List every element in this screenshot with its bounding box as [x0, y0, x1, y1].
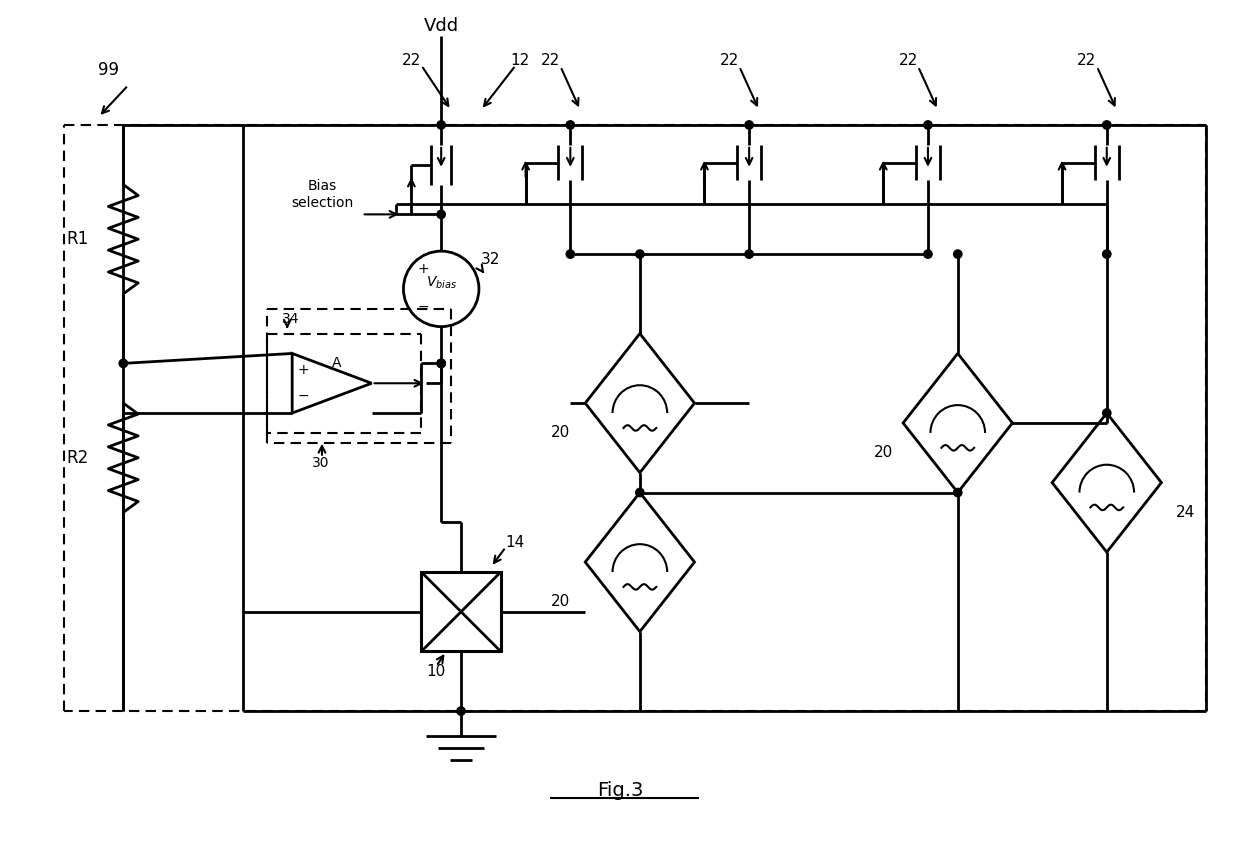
Circle shape	[636, 250, 644, 258]
Text: −: −	[298, 389, 309, 403]
Text: 22: 22	[402, 53, 422, 68]
Text: Bias
selection: Bias selection	[291, 180, 353, 210]
Circle shape	[436, 359, 445, 368]
Text: 30: 30	[312, 456, 330, 470]
Text: 22: 22	[1078, 53, 1096, 68]
Text: 99: 99	[98, 62, 119, 79]
Text: −: −	[418, 300, 429, 314]
Circle shape	[954, 488, 962, 497]
Circle shape	[954, 250, 962, 258]
Text: A: A	[332, 357, 342, 370]
Circle shape	[924, 250, 932, 258]
Circle shape	[436, 121, 445, 129]
Text: 34: 34	[283, 312, 300, 325]
Circle shape	[567, 121, 574, 129]
Text: 20: 20	[551, 594, 570, 609]
Circle shape	[567, 250, 574, 258]
Text: $V_{bias}$: $V_{bias}$	[425, 275, 456, 291]
Text: 20: 20	[551, 426, 570, 440]
Text: 10: 10	[427, 663, 446, 679]
Text: +: +	[418, 262, 429, 276]
Text: +: +	[298, 363, 309, 378]
Circle shape	[924, 121, 932, 129]
Text: 22: 22	[541, 53, 560, 68]
Circle shape	[436, 359, 445, 368]
Circle shape	[456, 707, 465, 715]
Circle shape	[745, 250, 754, 258]
Text: 32: 32	[481, 251, 500, 266]
Circle shape	[1102, 250, 1111, 258]
Circle shape	[1102, 121, 1111, 129]
Text: R1: R1	[66, 230, 88, 248]
Text: R2: R2	[66, 448, 88, 467]
Circle shape	[119, 359, 128, 368]
Text: 12: 12	[511, 53, 529, 68]
Circle shape	[436, 210, 445, 218]
Text: Vdd: Vdd	[424, 17, 459, 35]
Text: 22: 22	[719, 53, 739, 68]
Circle shape	[1102, 409, 1111, 417]
Circle shape	[745, 121, 754, 129]
Text: Fig.3: Fig.3	[596, 781, 644, 800]
Text: 24: 24	[1177, 505, 1195, 520]
Text: 14: 14	[506, 534, 525, 550]
Circle shape	[636, 488, 644, 497]
Bar	[422, 572, 501, 652]
Text: 22: 22	[899, 53, 918, 68]
Text: 20: 20	[874, 445, 893, 460]
